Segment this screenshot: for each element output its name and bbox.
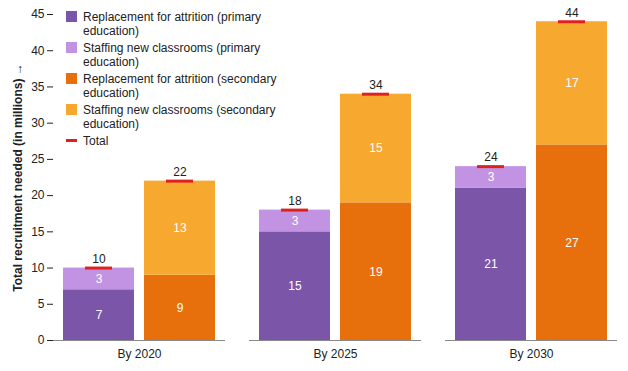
svg-text:17: 17: [565, 76, 579, 90]
svg-text:21: 21: [484, 257, 498, 271]
svg-text:18: 18: [288, 194, 302, 208]
svg-text:45: 45: [31, 7, 45, 21]
svg-text:3: 3: [488, 170, 495, 184]
svg-text:3: 3: [292, 214, 299, 228]
html-text:Staffing new classrooms (prima: Staffing new classrooms (primary educati…: [83, 41, 261, 69]
svg-text:44: 44: [565, 6, 579, 20]
svg-text:0: 0: [38, 333, 45, 347]
svg-text:30: 30: [31, 116, 45, 130]
svg-text:15: 15: [288, 279, 302, 293]
svg-text:By 2020: By 2020: [117, 347, 161, 361]
svg-text:By 2025: By 2025: [313, 347, 357, 361]
svg-text:20: 20: [31, 188, 45, 202]
svg-text:34: 34: [369, 78, 383, 92]
svg-text:15: 15: [31, 225, 45, 239]
svg-text:27: 27: [565, 236, 579, 250]
svg-text:35: 35: [31, 80, 45, 94]
html-text:Replacement for attrition (sec: Replacement for attrition (secondary edu…: [83, 72, 277, 100]
svg-text:10: 10: [31, 261, 45, 275]
svg-text:10: 10: [92, 252, 106, 266]
svg-text:3: 3: [96, 272, 103, 286]
svg-text:9: 9: [177, 301, 184, 315]
html-text:Total: Total: [83, 134, 109, 148]
svg-text:By 2030: By 2030: [509, 347, 553, 361]
html-text:Replacement for attrition (pri: Replacement for attrition (primary educa…: [83, 10, 262, 38]
svg-text:15: 15: [369, 141, 383, 155]
svg-text:19: 19: [369, 265, 383, 279]
svg-text:22: 22: [173, 165, 187, 179]
svg-text:40: 40: [31, 44, 45, 58]
svg-text:24: 24: [484, 150, 498, 164]
svg-text:13: 13: [173, 221, 187, 235]
svg-text:7: 7: [96, 308, 103, 322]
svg-text:5: 5: [38, 297, 45, 311]
svg-text:Total recruitment needed (in m: Total recruitment needed (in millions) →: [11, 63, 25, 291]
html-text:Staffing new classrooms (secon: Staffing new classrooms (secondary educa…: [83, 103, 276, 131]
svg-text:25: 25: [31, 152, 45, 166]
